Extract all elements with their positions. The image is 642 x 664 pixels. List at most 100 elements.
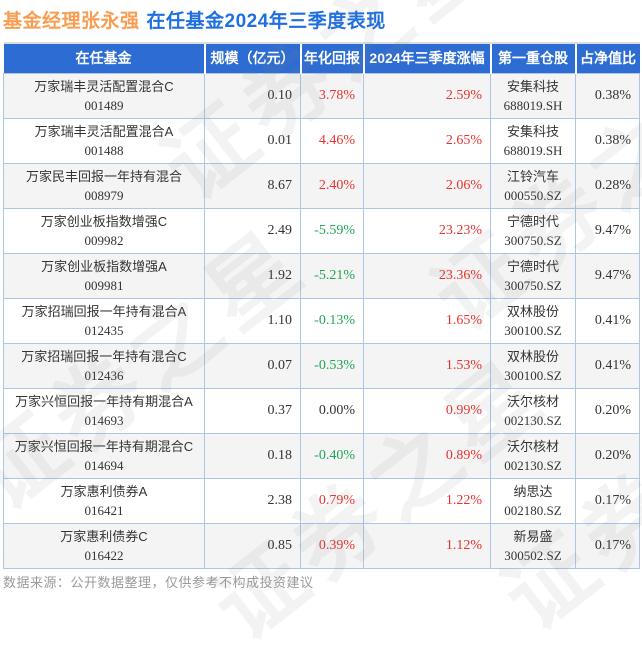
table-row: 万家兴恒回报一年持有期混合A 014693 0.37 0.00% 0.99% 沃… <box>3 387 640 434</box>
annual-return-value: 3.78% <box>300 72 364 119</box>
data-source-note: 数据来源：公开数据整理，仅供参考不构成投资建议 <box>3 575 314 590</box>
fund-cell: 万家民丰回报一年持有混合 008979 <box>3 162 205 209</box>
stock-code: 002130.SZ <box>504 457 562 473</box>
stock-name: 安集科技 <box>506 123 559 139</box>
fund-cell: 万家瑞丰灵活配置混合A 001488 <box>3 117 205 164</box>
annual-return-value: 2.40% <box>300 162 364 209</box>
annual-return-value: -0.53% <box>300 342 364 389</box>
fund-code: 012435 <box>84 322 124 338</box>
stock-code: 000550.SZ <box>504 187 562 203</box>
scale-value: 8.67 <box>204 162 301 209</box>
header-q3-change: 2024年三季度涨幅 <box>362 42 491 73</box>
fund-cell: 万家瑞丰灵活配置混合C 001489 <box>3 72 205 119</box>
fund-code: 014694 <box>84 457 124 473</box>
top-holding-cell: 双林股份 300100.SZ <box>490 342 576 389</box>
table-row: 万家惠利债券C 016422 0.85 0.39% 1.12% 新易盛 3005… <box>3 522 640 569</box>
net-ratio-value: 0.20% <box>575 432 640 479</box>
stock-name: 双林股份 <box>506 303 559 319</box>
header-top-holding: 第一重仓股 <box>489 42 576 73</box>
annual-return-value: 4.46% <box>300 117 364 164</box>
table-row: 万家民丰回报一年持有混合 008979 8.67 2.40% 2.06% 江铃汽… <box>3 162 640 209</box>
top-holding-cell: 安集科技 688019.SH <box>490 72 576 119</box>
net-ratio-value: 0.17% <box>575 522 640 569</box>
scale-value: 2.38 <box>204 477 301 524</box>
net-ratio-value: 0.38% <box>575 72 640 119</box>
table-header: 在任基金 规模（亿元） 年化回报 2024年三季度涨幅 第一重仓股 占净值比 <box>3 42 640 73</box>
fund-name: 万家兴恒回报一年持有期混合C <box>14 438 194 454</box>
table-row: 万家创业板指数增强A 009981 1.92 -5.21% 23.36% 宁德时… <box>3 252 640 299</box>
stock-name: 宁德时代 <box>506 258 559 274</box>
q3-change-value: 23.36% <box>363 252 491 299</box>
annual-return-value: -0.40% <box>300 432 364 479</box>
stock-code: 002130.SZ <box>504 412 562 428</box>
net-ratio-value: 0.17% <box>575 477 640 524</box>
annual-return-value: -5.21% <box>300 252 364 299</box>
table-row: 万家瑞丰灵活配置混合A 001488 0.01 4.46% 2.65% 安集科技… <box>3 117 640 164</box>
fund-code: 001488 <box>84 142 124 158</box>
fund-cell: 万家招瑞回报一年持有混合A 012435 <box>3 297 205 344</box>
stock-name: 沃尔核材 <box>506 393 559 409</box>
fund-code: 009981 <box>84 277 124 293</box>
top-holding-cell: 宁德时代 300750.SZ <box>490 252 576 299</box>
annual-return-value: 0.39% <box>300 522 364 569</box>
net-ratio-value: 0.20% <box>575 387 640 434</box>
fund-cell: 万家招瑞回报一年持有混合C 012436 <box>3 342 205 389</box>
scale-value: 0.01 <box>204 117 301 164</box>
stock-code: 002180.SZ <box>504 502 562 518</box>
top-holding-cell: 沃尔核材 002130.SZ <box>490 387 576 434</box>
q3-change-value: 2.59% <box>363 72 491 119</box>
fund-cell: 万家惠利债券C 016422 <box>3 522 205 569</box>
fund-code: 001489 <box>84 97 124 113</box>
top-holding-cell: 新易盛 300502.SZ <box>490 522 576 569</box>
page-title: 基金经理张永强 在任基金2024年三季度表现 <box>0 0 642 36</box>
fund-name: 万家瑞丰灵活配置混合A <box>34 123 174 139</box>
q3-change-value: 1.12% <box>363 522 491 569</box>
stock-code: 688019.SH <box>503 97 563 113</box>
annual-return-value: -5.59% <box>300 207 364 254</box>
q3-change-value: 2.06% <box>363 162 491 209</box>
stock-code: 300502.SZ <box>504 547 562 563</box>
fund-cell: 万家创业板指数增强C 009982 <box>3 207 205 254</box>
stock-code: 300100.SZ <box>504 367 562 383</box>
title-subject: 在任基金2024年三季度表现 <box>146 11 386 32</box>
stock-name: 新易盛 <box>513 528 553 544</box>
top-holding-cell: 宁德时代 300750.SZ <box>490 207 576 254</box>
net-ratio-value: 0.41% <box>575 342 640 389</box>
stock-name: 沃尔核材 <box>506 438 559 454</box>
top-holding-cell: 安集科技 688019.SH <box>490 117 576 164</box>
table-row: 万家招瑞回报一年持有混合C 012436 0.07 -0.53% 1.53% 双… <box>3 342 640 389</box>
stock-name: 宁德时代 <box>506 213 559 229</box>
table-row: 万家兴恒回报一年持有期混合C 014694 0.18 -0.40% 0.89% … <box>3 432 640 479</box>
stock-code: 300100.SZ <box>504 322 562 338</box>
fund-code: 016422 <box>84 547 124 563</box>
fund-code: 014693 <box>84 412 124 428</box>
table-row: 万家创业板指数增强C 009982 2.49 -5.59% 23.23% 宁德时… <box>3 207 640 254</box>
fund-cell: 万家兴恒回报一年持有期混合A 014693 <box>3 387 205 434</box>
fund-name: 万家创业板指数增强A <box>41 258 167 274</box>
scale-value: 1.10 <box>204 297 301 344</box>
top-holding-cell: 江铃汽车 000550.SZ <box>490 162 576 209</box>
table-header-row: 在任基金 规模（亿元） 年化回报 2024年三季度涨幅 第一重仓股 占净值比 <box>3 42 640 73</box>
net-ratio-value: 9.47% <box>575 252 640 299</box>
stock-name: 江铃汽车 <box>506 168 559 184</box>
header-scale: 规模（亿元） <box>203 42 301 73</box>
fund-performance-table: 在任基金 规模（亿元） 年化回报 2024年三季度涨幅 第一重仓股 占净值比 万… <box>3 42 640 569</box>
scale-value: 0.85 <box>204 522 301 569</box>
fund-code: 008979 <box>84 187 124 203</box>
stock-code: 300750.SZ <box>504 277 562 293</box>
q3-change-value: 0.89% <box>363 432 491 479</box>
q3-change-value: 23.23% <box>363 207 491 254</box>
annual-return-value: 0.79% <box>300 477 364 524</box>
net-ratio-value: 0.28% <box>575 162 640 209</box>
stock-code: 688019.SH <box>503 142 563 158</box>
header-annual-return: 年化回报 <box>299 42 364 73</box>
scale-value: 1.92 <box>204 252 301 299</box>
net-ratio-value: 9.47% <box>575 207 640 254</box>
q3-change-value: 0.99% <box>363 387 491 434</box>
fund-name: 万家瑞丰灵活配置混合C <box>34 78 174 94</box>
fund-code: 016421 <box>84 502 124 518</box>
scale-value: 0.07 <box>204 342 301 389</box>
top-holding-cell: 沃尔核材 002130.SZ <box>490 432 576 479</box>
fund-name: 万家惠利债券C <box>60 528 148 544</box>
stock-name: 双林股份 <box>506 348 559 364</box>
